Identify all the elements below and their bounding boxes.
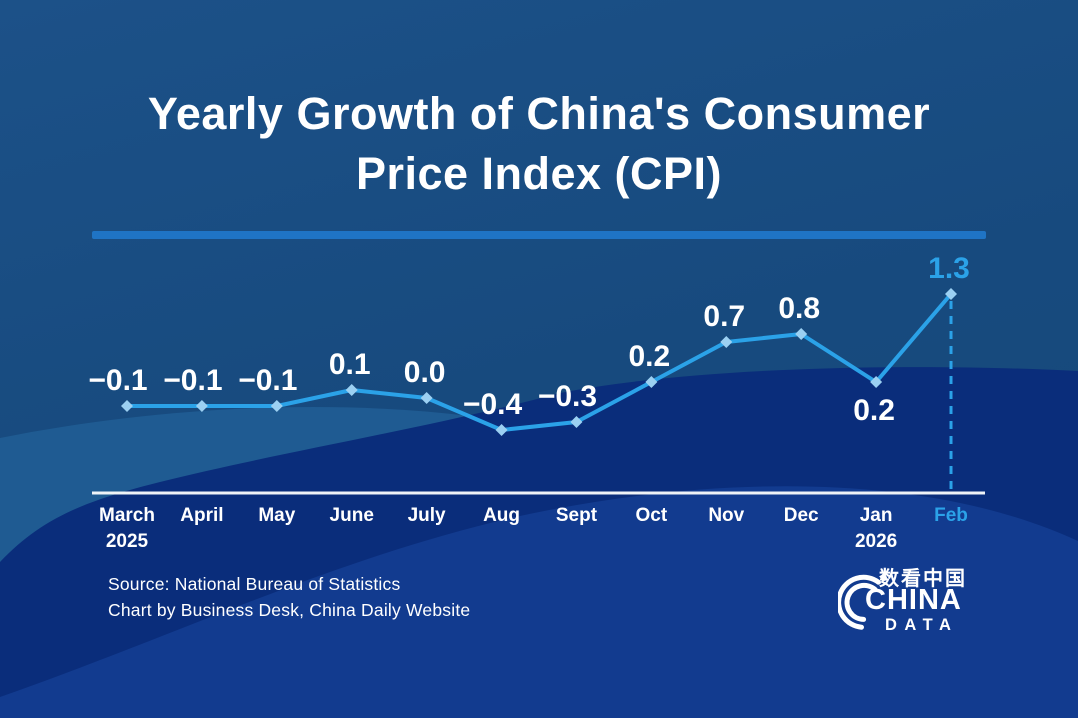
data-point-marker	[121, 400, 133, 412]
chart-title-line1: Yearly Growth of China's Consumer	[147, 88, 931, 139]
logo-arcs-icon	[838, 574, 887, 630]
x-axis-label: Aug	[483, 505, 520, 526]
background-wave-royal-bottom	[0, 486, 1078, 718]
x-axis-label: April	[180, 505, 223, 526]
data-point-marker	[795, 328, 808, 340]
data-point-marker	[195, 400, 208, 412]
logo-china-text: CHINA	[865, 584, 962, 616]
value-label: 1.3	[928, 252, 970, 285]
source-credit: Source: National Bureau of Statistics Ch…	[108, 572, 470, 623]
value-label: −0.1	[238, 364, 297, 397]
value-label: −0.1	[163, 364, 222, 397]
x-axis-label: Dec	[784, 505, 819, 526]
source-line: Source: National Bureau of Statistics	[108, 574, 401, 594]
value-label: 0.2	[853, 394, 895, 427]
credit-line: Chart by Business Desk, China Daily Webs…	[108, 599, 471, 620]
x-axis-label: Sept	[556, 505, 598, 526]
logo-data-text: DATA	[885, 616, 959, 634]
value-label: −0.3	[538, 380, 597, 413]
x-axis-label: Oct	[636, 505, 668, 526]
data-point-marker	[570, 416, 583, 428]
data-point-marker	[270, 400, 283, 412]
x-axis-label: Jan	[860, 505, 893, 526]
x-axis-label: Nov	[708, 505, 744, 526]
china-data-logo: 数看中国 CHINA DATA	[838, 560, 988, 644]
data-point-marker	[945, 288, 958, 300]
value-label: 0.7	[703, 300, 745, 333]
value-label: 0.1	[329, 348, 371, 381]
x-axis-label: July	[408, 505, 446, 526]
chart-title-line2: Price Index (CPI)	[355, 148, 723, 199]
chart-title: Yearly Growth of China's Consumer Price …	[0, 84, 1078, 204]
data-point-marker	[345, 384, 358, 396]
x-axis-year-label: 2026	[855, 531, 897, 552]
cpi-line-series	[125, 292, 954, 432]
data-point-marker	[645, 376, 658, 388]
data-point-marker	[720, 336, 733, 348]
data-point-marker	[870, 376, 883, 388]
title-divider-bar	[92, 231, 986, 239]
value-label: 0.0	[404, 356, 446, 389]
x-axis-label: Feb	[934, 505, 968, 526]
logo-chinese-text: 数看中国	[879, 568, 967, 590]
x-axis-label: May	[258, 505, 295, 526]
x-axis-label: June	[330, 505, 374, 526]
data-point-marker	[495, 424, 508, 436]
x-axis-label: March	[99, 505, 155, 526]
value-label: 0.2	[629, 340, 671, 373]
value-label: 0.8	[778, 292, 820, 325]
value-label: −0.4	[463, 388, 523, 421]
data-point-marker	[420, 392, 433, 404]
x-axis-year-label: 2025	[106, 531, 149, 552]
value-label: −0.1	[88, 364, 147, 397]
